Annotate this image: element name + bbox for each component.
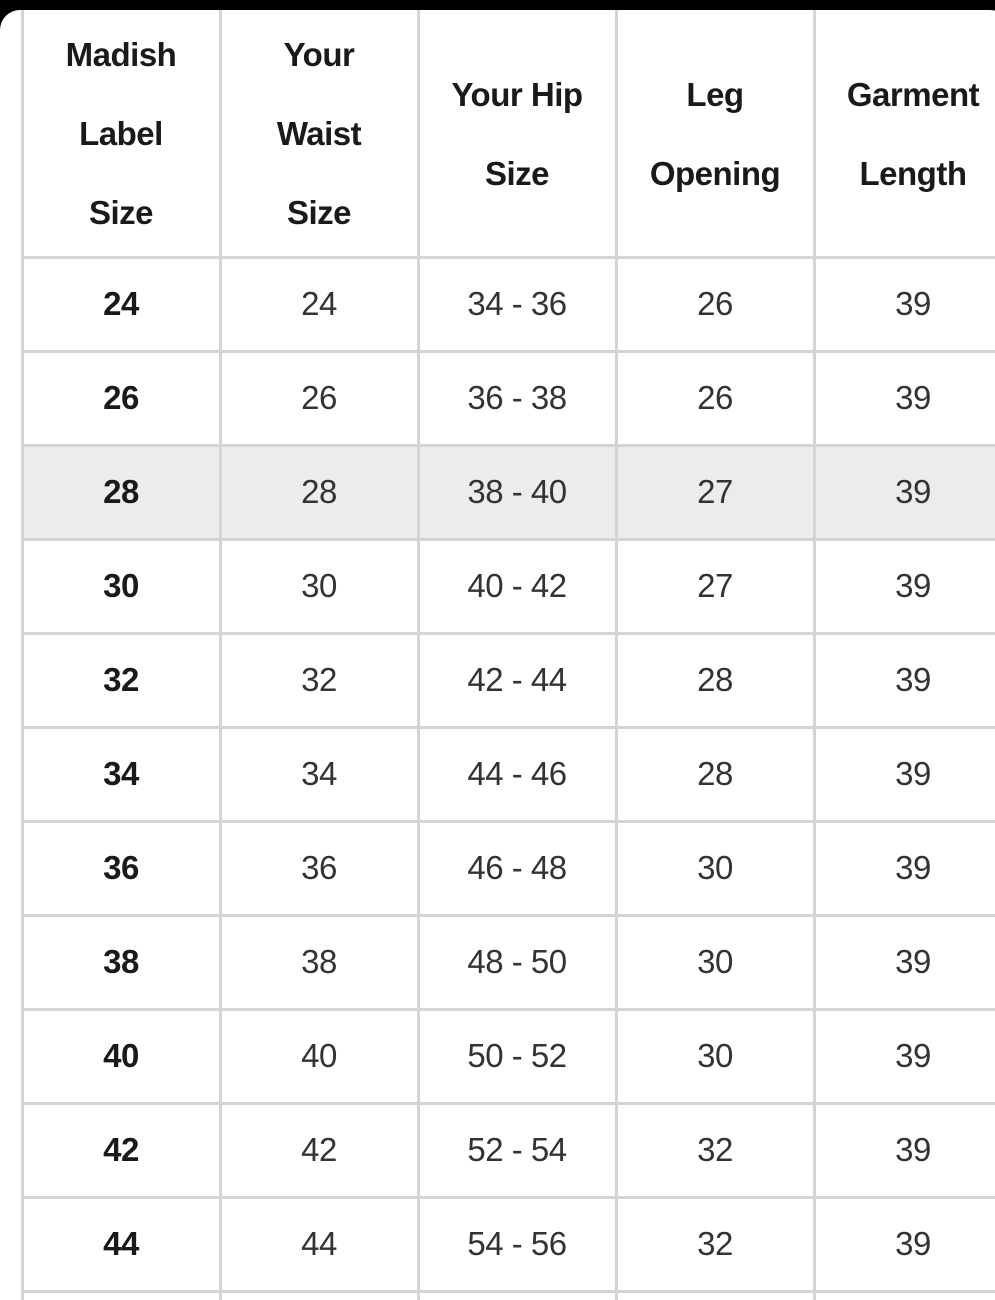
table-cell: 52 - 54	[467, 1131, 567, 1168]
table-cell: 42	[103, 1131, 139, 1168]
table-cell: 24	[301, 285, 337, 322]
row-divider	[22, 726, 995, 729]
column-divider	[615, 10, 618, 1300]
header-text: Your	[283, 36, 355, 73]
table-cell: 46 - 48	[467, 849, 567, 886]
row-divider	[22, 538, 995, 541]
header-text: Your Hip	[451, 75, 583, 113]
table-cell: 28	[697, 755, 733, 792]
table-cell: 28	[697, 661, 733, 698]
table-cell: 34	[301, 755, 337, 792]
header-text: Size	[88, 194, 154, 231]
table-cell: 39	[814, 445, 995, 539]
header-cell: Leg Opening	[616, 10, 814, 257]
table-cell: 39	[895, 661, 931, 698]
table-cell: 39	[895, 379, 931, 416]
header-text: Waist	[276, 115, 362, 152]
table-cell: 44	[301, 1225, 337, 1262]
table-cell: 48 - 50	[467, 943, 567, 980]
table-cell: 42 - 44	[467, 661, 567, 698]
header-cell: Your Hip Size	[418, 10, 616, 257]
table-cell: 27	[616, 445, 814, 539]
table-cell: 36	[301, 849, 337, 886]
table-cell: 36 - 38	[467, 379, 567, 416]
table-cell: 26	[697, 379, 733, 416]
header-cell: Garment Length	[814, 10, 995, 257]
table-cell: 30	[697, 1037, 733, 1074]
header-text: Size	[286, 194, 352, 231]
table-cell: 27	[697, 567, 733, 604]
table-cell: 32	[103, 661, 139, 698]
table-cell: 50 - 52	[467, 1037, 567, 1074]
table-cell: 39	[895, 755, 931, 792]
table-cell: 39	[895, 849, 931, 886]
table-cell: 30	[697, 943, 733, 980]
header-text: Size	[484, 154, 550, 192]
table-cell: 39	[895, 1225, 931, 1262]
header-cell: Madish Label Size	[22, 10, 220, 257]
table-cell: 44 - 46	[467, 755, 567, 792]
header-text: Label	[79, 115, 163, 152]
table-cell: 30	[103, 567, 139, 604]
table-cell: 30	[301, 567, 337, 604]
row-divider	[22, 256, 995, 259]
table-cell: 54 - 56	[467, 1225, 567, 1262]
table-cell: 28	[220, 445, 418, 539]
table-cell: 39	[895, 1131, 931, 1168]
row-divider	[22, 444, 995, 447]
table-cell: 40 - 42	[467, 567, 567, 604]
size-chart: Madish Label Size Your Waist Size Your Hip Size…	[0, 10, 995, 1300]
table-cell: 38	[103, 943, 139, 980]
table-cell: 39	[895, 285, 931, 322]
row-divider	[22, 1290, 995, 1293]
row-divider	[22, 632, 995, 635]
header-text: Length	[859, 154, 967, 192]
row-divider	[22, 820, 995, 823]
table-cell: 36	[103, 849, 139, 886]
row-divider	[22, 1196, 995, 1199]
header-text: Garment	[846, 75, 980, 113]
column-divider	[21, 10, 24, 1300]
row-divider	[22, 1102, 995, 1105]
table-cell: 39	[895, 567, 931, 604]
table-cell: 40	[103, 1037, 139, 1074]
table-cell: 32	[301, 661, 337, 698]
table-cell: 39	[895, 943, 931, 980]
table-cell: 44	[103, 1225, 139, 1262]
table-cell: 38 - 40	[418, 445, 616, 539]
table-cell: 26	[697, 285, 733, 322]
table-cell: 42	[301, 1131, 337, 1168]
column-divider	[417, 10, 420, 1300]
table-cell: 26	[103, 379, 139, 416]
column-divider	[219, 10, 222, 1300]
table-cell: 30	[697, 849, 733, 886]
table-cell: 34	[103, 755, 139, 792]
table-cell: 26	[301, 379, 337, 416]
row-divider	[22, 1008, 995, 1011]
table-cell: 32	[697, 1131, 733, 1168]
header-text: Leg	[686, 75, 744, 113]
table-cell: 39	[895, 1037, 931, 1074]
table-cell: 34 - 36	[467, 285, 567, 322]
header-cell: Your Waist Size	[220, 10, 418, 257]
table-cell: 40	[301, 1037, 337, 1074]
column-divider	[813, 10, 816, 1300]
row-divider	[22, 350, 995, 353]
header-text: Madish	[65, 36, 177, 73]
header-text: Opening	[649, 154, 781, 192]
table-cell: 28	[22, 445, 220, 539]
table-cell: 32	[697, 1225, 733, 1262]
table-cell: 38	[301, 943, 337, 980]
table-cell: 24	[103, 285, 139, 322]
row-divider	[22, 914, 995, 917]
